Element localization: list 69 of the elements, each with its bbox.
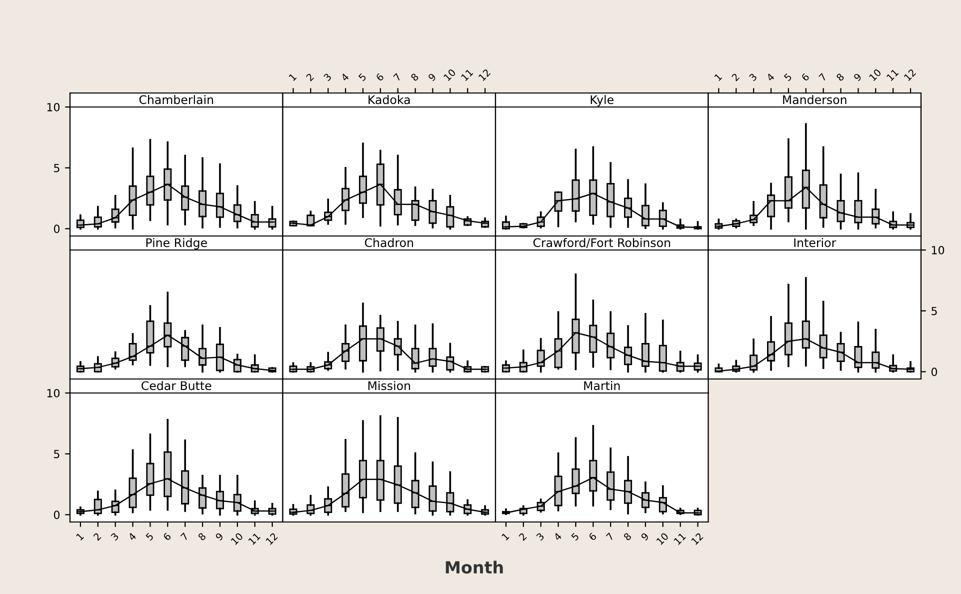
x-tick-label: 8: [198, 532, 206, 541]
x-tick-label: 5: [145, 532, 154, 541]
x-tick-label: 3: [536, 532, 544, 541]
chart-title: Interior: [794, 238, 836, 248]
x-tick-label: 10: [868, 68, 882, 82]
x-tick-label: 4: [766, 72, 775, 82]
y-tick-label: 0: [931, 368, 938, 376]
x-tick-label: 3: [110, 532, 119, 541]
x-tick-label: 7: [606, 532, 614, 541]
x-tick-label: 2: [731, 73, 740, 82]
x-tick-label: 6: [375, 72, 384, 82]
x-tick-label: 8: [410, 72, 419, 82]
x-tick-label: 9: [640, 532, 650, 541]
y-tick-label: 5: [54, 164, 60, 172]
x-tick-label: 10: [656, 532, 669, 546]
x-tick-label: 3: [748, 72, 758, 82]
x-tick-label: 1: [288, 73, 297, 82]
chart-title: Kadoka: [368, 94, 410, 104]
x-tick-label: 4: [128, 532, 136, 541]
x-tick-label: 6: [800, 72, 810, 82]
x-tick-label: 12: [690, 532, 704, 545]
x-tick-label: 9: [215, 532, 224, 541]
x-tick-label: 1: [76, 532, 84, 541]
x-tick-label: 1: [714, 73, 722, 82]
x-tick-label: 11: [674, 532, 686, 545]
x-tick-label: 1: [501, 532, 510, 541]
x-tick-label: 2: [518, 532, 527, 541]
x-tick-label: 4: [553, 532, 562, 541]
y-tick-label: 10: [47, 102, 60, 112]
y-tick-label: 5: [932, 306, 937, 316]
x-tick-label: 12: [265, 532, 278, 545]
x-tick-label: 8: [623, 532, 632, 541]
x-tick-label: 11: [886, 68, 899, 82]
y-tick-label: 10: [47, 388, 60, 398]
x-tick-label: 7: [818, 73, 827, 82]
y-tick-label: 0: [54, 510, 60, 520]
x-tick-label: 2: [93, 532, 102, 541]
x-tick-label: 3: [323, 72, 332, 82]
x-tick-label: 9: [853, 72, 862, 82]
x-tick-label: 6: [588, 532, 597, 541]
x-tick-label: 7: [180, 532, 189, 541]
chart-title: Cedar Butte: [142, 380, 212, 390]
y-tick-label: 0: [54, 224, 60, 234]
x-tick-label: 4: [340, 72, 350, 82]
x-tick-label: 9: [428, 72, 436, 82]
x-tick-label: 11: [248, 532, 260, 545]
chart-title: Manderson: [783, 94, 846, 104]
x-tick-label: 7: [393, 73, 402, 82]
y-tick-label: 10: [932, 246, 944, 254]
x-tick-label: 5: [358, 73, 367, 82]
x-tick-label: 5: [570, 532, 580, 541]
x-tick-label: 2: [306, 73, 314, 82]
x-tick-label: 12: [904, 68, 916, 82]
x-tick-label: 12: [478, 68, 491, 82]
x-tick-label: 8: [836, 72, 844, 82]
x-tick-label: 11: [460, 68, 474, 82]
chart-title: Pine Ridge: [146, 238, 207, 250]
x-axis-title: Month: [446, 560, 503, 574]
y-tick-label: 5: [54, 450, 60, 458]
x-tick-label: 5: [784, 73, 792, 82]
chart-title: Chadron: [364, 238, 413, 248]
x-tick-label: 10: [230, 532, 244, 546]
x-tick-label: 6: [162, 532, 172, 541]
x-tick-label: 10: [443, 68, 456, 82]
chart-title: Crawford/Fort Robinson: [533, 238, 670, 248]
chart-title: Martin: [584, 380, 620, 390]
chart-title: Chamberlain: [139, 94, 214, 104]
chart-title: Mission: [368, 380, 410, 390]
chart-title: Kyle: [590, 94, 614, 106]
